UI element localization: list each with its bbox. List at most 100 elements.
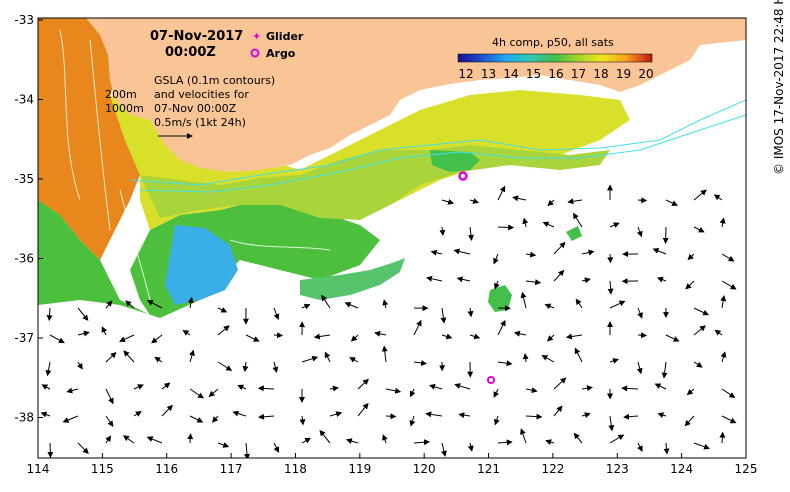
velocity-arrow [453,248,471,255]
velocity-arrow [609,222,620,228]
velocity-arrow [101,326,108,336]
sst-green-patch-mid [430,150,480,172]
x-tick-label: 118 [284,462,307,476]
velocity-arrow [609,300,626,309]
velocity-arrow [467,307,474,318]
annotation-line1: GSLA (0.1m contours) [154,74,275,87]
colorbar-tick-label: 17 [571,67,586,81]
velocity-arrow [636,361,643,375]
velocity-arrow [693,307,710,316]
bathy-200m-label: 200m [105,88,137,101]
velocity-arrow [125,300,135,309]
velocity-arrow [454,383,471,390]
velocity-arrow [458,412,471,419]
y-tick-label: -33 [14,13,34,27]
velocity-arrow [721,415,737,424]
velocity-arrow [608,415,615,432]
velocity-arrow [242,361,249,373]
velocity-arrow [469,333,481,340]
velocity-arrow [525,413,543,420]
velocity-arrow [469,198,480,204]
velocity-arrow [133,384,144,390]
colorbar-tick-label: 18 [593,67,608,81]
velocity-arrow [637,332,648,339]
velocity-arrow [714,329,723,336]
velocity-arrow [493,253,499,265]
velocity-arrow [154,356,163,363]
velocity-arrow [374,330,387,337]
velocity-arrow [151,334,163,344]
velocity-arrow [546,334,555,342]
velocity-arrow [512,195,527,202]
header-time: 00:00Z [165,45,216,60]
velocity-arrow [133,411,142,417]
velocity-arrow [684,415,695,427]
velocity-arrow [189,415,204,423]
velocity-arrow [41,384,51,390]
velocity-arrow [273,332,284,339]
velocity-arrow [497,185,506,201]
velocity-arrow [497,319,506,336]
velocity-arrow [513,330,527,337]
velocity-arrow [720,351,727,363]
velocity-arrow [567,198,583,205]
velocity-arrow [409,415,416,427]
velocity-arrow [208,388,219,397]
velocity-arrow [425,411,443,418]
y-tick-label: -38 [14,411,34,425]
velocity-arrow [385,413,397,420]
velocity-arrow [573,432,583,444]
velocity-arrow [547,199,555,207]
velocity-arrow [493,415,500,426]
annotation-line2: and velocities for [154,88,249,101]
velocity-arrow [313,333,331,340]
colorbar-ticks: 12 13 14 15 16 17 18 19 20 [458,67,653,81]
sst-fragments [300,258,405,300]
argo-marker-icon [250,48,260,58]
velocity-arrow [609,434,625,444]
velocity-arrow [237,384,247,391]
velocity-arrow [494,280,500,290]
velocity-arrow [574,347,583,363]
velocity-arrow [329,411,343,417]
velocity-arrow [244,442,250,458]
velocity-arrow [217,307,228,313]
velocity-arrow [525,251,537,258]
velocity-arrow [357,378,369,390]
velocity-arrow [440,307,447,324]
velocity-arrow [693,189,707,201]
velocity-arrow [429,383,443,390]
colorbar-tick-label: 19 [616,67,631,81]
velocity-arrow [497,224,515,231]
velocity-arrow [575,298,583,309]
velocity-arrow [350,334,359,342]
velocity-arrow [211,415,219,423]
colorbar-tick-label: 12 [458,67,473,81]
velocity-arrow [467,442,474,452]
bathy-1000m-label: 1000m [105,102,144,115]
x-tick-label: 121 [477,462,500,476]
x-tick-label: 122 [541,462,564,476]
x-tick-label: 114 [27,462,50,476]
velocity-arrow [161,382,171,390]
velocity-arrow [189,349,195,363]
velocity-arrow [77,442,89,455]
velocity-arrow [105,388,114,405]
velocity-arrow [686,388,695,396]
velocity-arrow [217,442,230,448]
velocity-arrow [321,294,331,309]
x-tick-label: 119 [348,462,371,476]
velocity-arrow [497,360,513,367]
y-tick-label: -34 [14,93,34,107]
velocity-arrows [40,184,737,458]
velocity-arrow [721,253,735,262]
velocity-arrow [441,333,453,340]
x-tick-label: 125 [735,462,758,476]
velocity-arrow [46,307,53,322]
velocity-arrow [329,385,339,392]
velocity-arrow [720,295,727,309]
velocity-arrow [258,413,275,420]
velocity-arrow [721,388,736,399]
velocity-arrow [349,357,359,363]
